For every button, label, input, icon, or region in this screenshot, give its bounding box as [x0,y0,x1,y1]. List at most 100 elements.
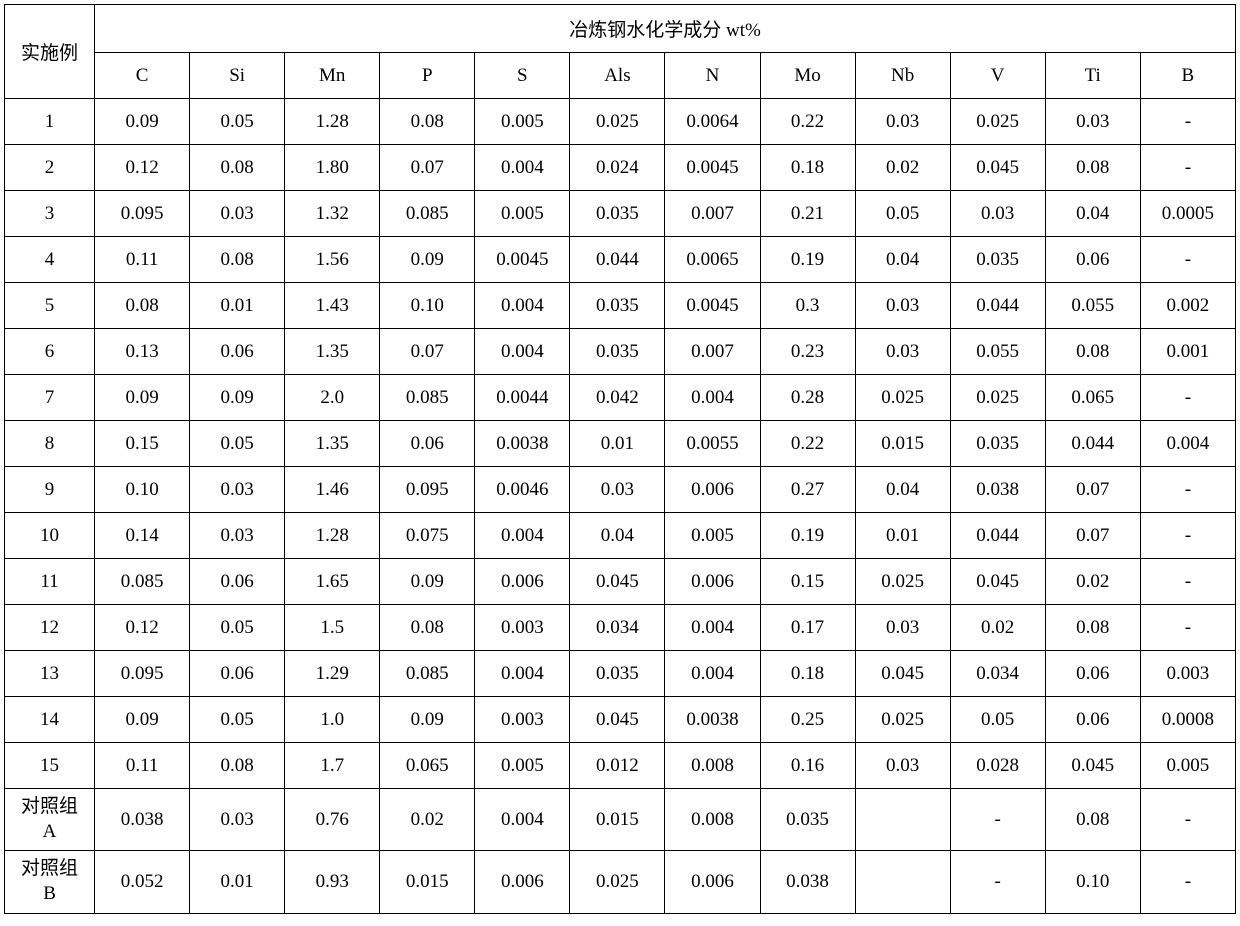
table-cell: 0.042 [570,375,665,421]
row-label: 15 [5,743,95,789]
row-label: 8 [5,421,95,467]
table-cell: 0.76 [285,789,380,851]
column-header: Als [570,53,665,99]
table-cell: 0.045 [950,559,1045,605]
table-cell: 0.03 [190,191,285,237]
table-cell: 0.025 [950,375,1045,421]
table-cell: 0.004 [665,605,760,651]
table-cell: 0.02 [380,789,475,851]
column-header: Mn [285,53,380,99]
table-cell: 0.09 [95,99,190,145]
table-cell: 0.095 [95,651,190,697]
table-cell: 0.09 [95,697,190,743]
row-label: 1 [5,99,95,145]
table-cell: 0.035 [760,789,855,851]
table-cell: 0.0038 [475,421,570,467]
table-cell: 0.03 [950,191,1045,237]
column-header: Mo [760,53,855,99]
table-cell: 0.01 [855,513,950,559]
table-row: 120.120.051.50.080.0030.0340.0040.170.03… [5,605,1236,651]
table-cell: 0.18 [760,651,855,697]
table-cell: 0.034 [950,651,1045,697]
table-cell: 0.19 [760,513,855,559]
table-cell: 0.001 [1140,329,1235,375]
column-header: C [95,53,190,99]
table-cell: 0.015 [570,789,665,851]
table-cell: 0.055 [950,329,1045,375]
table-cell: 0.28 [760,375,855,421]
table-cell: 0.06 [1045,697,1140,743]
table-cell: 0.10 [1045,851,1140,913]
table-cell: 1.5 [285,605,380,651]
table-cell: - [1140,851,1235,913]
table-cell: 0.0046 [475,467,570,513]
column-header: V [950,53,1045,99]
table-cell: 0.004 [665,375,760,421]
composition-table: 实施例 冶炼钢水化学成分 wt% CSiMnPSAlsNMoNbVTiB 10.… [4,4,1236,914]
table-cell: 1.32 [285,191,380,237]
table-cell: 0.09 [95,375,190,421]
table-cell: - [1140,605,1235,651]
row-label: 5 [5,283,95,329]
table-cell: 0.006 [475,559,570,605]
table-cell [855,851,950,913]
table-cell: 0.085 [380,375,475,421]
table-cell: - [1140,99,1235,145]
table-cell: 0.0008 [1140,697,1235,743]
row-label: 3 [5,191,95,237]
table-cell: 1.35 [285,329,380,375]
table-cell: 0.10 [95,467,190,513]
table-row: 对照组B0.0520.010.930.0150.0060.0250.0060.0… [5,851,1236,913]
table-cell: 0.27 [760,467,855,513]
table-cell: 0.005 [665,513,760,559]
table-cell: - [950,851,1045,913]
table-row: 对照组A0.0380.030.760.020.0040.0150.0080.03… [5,789,1236,851]
column-header: P [380,53,475,99]
table-cell: 0.08 [190,145,285,191]
table-cell: 0.004 [475,145,570,191]
row-label: 2 [5,145,95,191]
table-row: 50.080.011.430.100.0040.0350.00450.30.03… [5,283,1236,329]
table-row: 60.130.061.350.070.0040.0350.0070.230.03… [5,329,1236,375]
table-cell: 0.04 [570,513,665,559]
table-cell: 0.095 [95,191,190,237]
table-cell: 0.21 [760,191,855,237]
table-cell: 0.044 [950,283,1045,329]
table-cell: 0.004 [475,283,570,329]
table-cell: 0.004 [1140,421,1235,467]
table-cell: 1.65 [285,559,380,605]
table-cell: 0.06 [1045,237,1140,283]
table-cell: 0.003 [475,697,570,743]
table-cell: 0.03 [855,605,950,651]
table-cell: 1.0 [285,697,380,743]
row-label: 14 [5,697,95,743]
table-cell: 0.005 [475,99,570,145]
column-header: N [665,53,760,99]
table-cell: 0.044 [1045,421,1140,467]
table-cell: 0.01 [570,421,665,467]
table-cell: 0.005 [475,743,570,789]
table-cell: 0.07 [380,329,475,375]
table-cell: 0.03 [855,329,950,375]
table-cell: 0.006 [665,559,760,605]
table-cell: 0.025 [855,375,950,421]
table-cell: 0.044 [950,513,1045,559]
table-cell: 0.15 [95,421,190,467]
table-cell: 0.05 [190,99,285,145]
table-cell: 0.03 [855,99,950,145]
table-cell: 0.004 [665,651,760,697]
table-cell: 0.04 [1045,191,1140,237]
table-cell: 0.07 [1045,513,1140,559]
table-cell: 0.03 [1045,99,1140,145]
table-cell: 0.08 [1045,145,1140,191]
table-cell: 0.035 [950,237,1045,283]
table-cell: 0.0038 [665,697,760,743]
table-cell: 0.09 [380,237,475,283]
table-cell: 0.04 [855,467,950,513]
table-cell: 0.08 [380,99,475,145]
table-cell: - [1140,789,1235,851]
row-label-header: 实施例 [5,5,95,99]
table-cell: 0.09 [380,559,475,605]
table-cell: 0.08 [190,237,285,283]
table-cell: 1.80 [285,145,380,191]
